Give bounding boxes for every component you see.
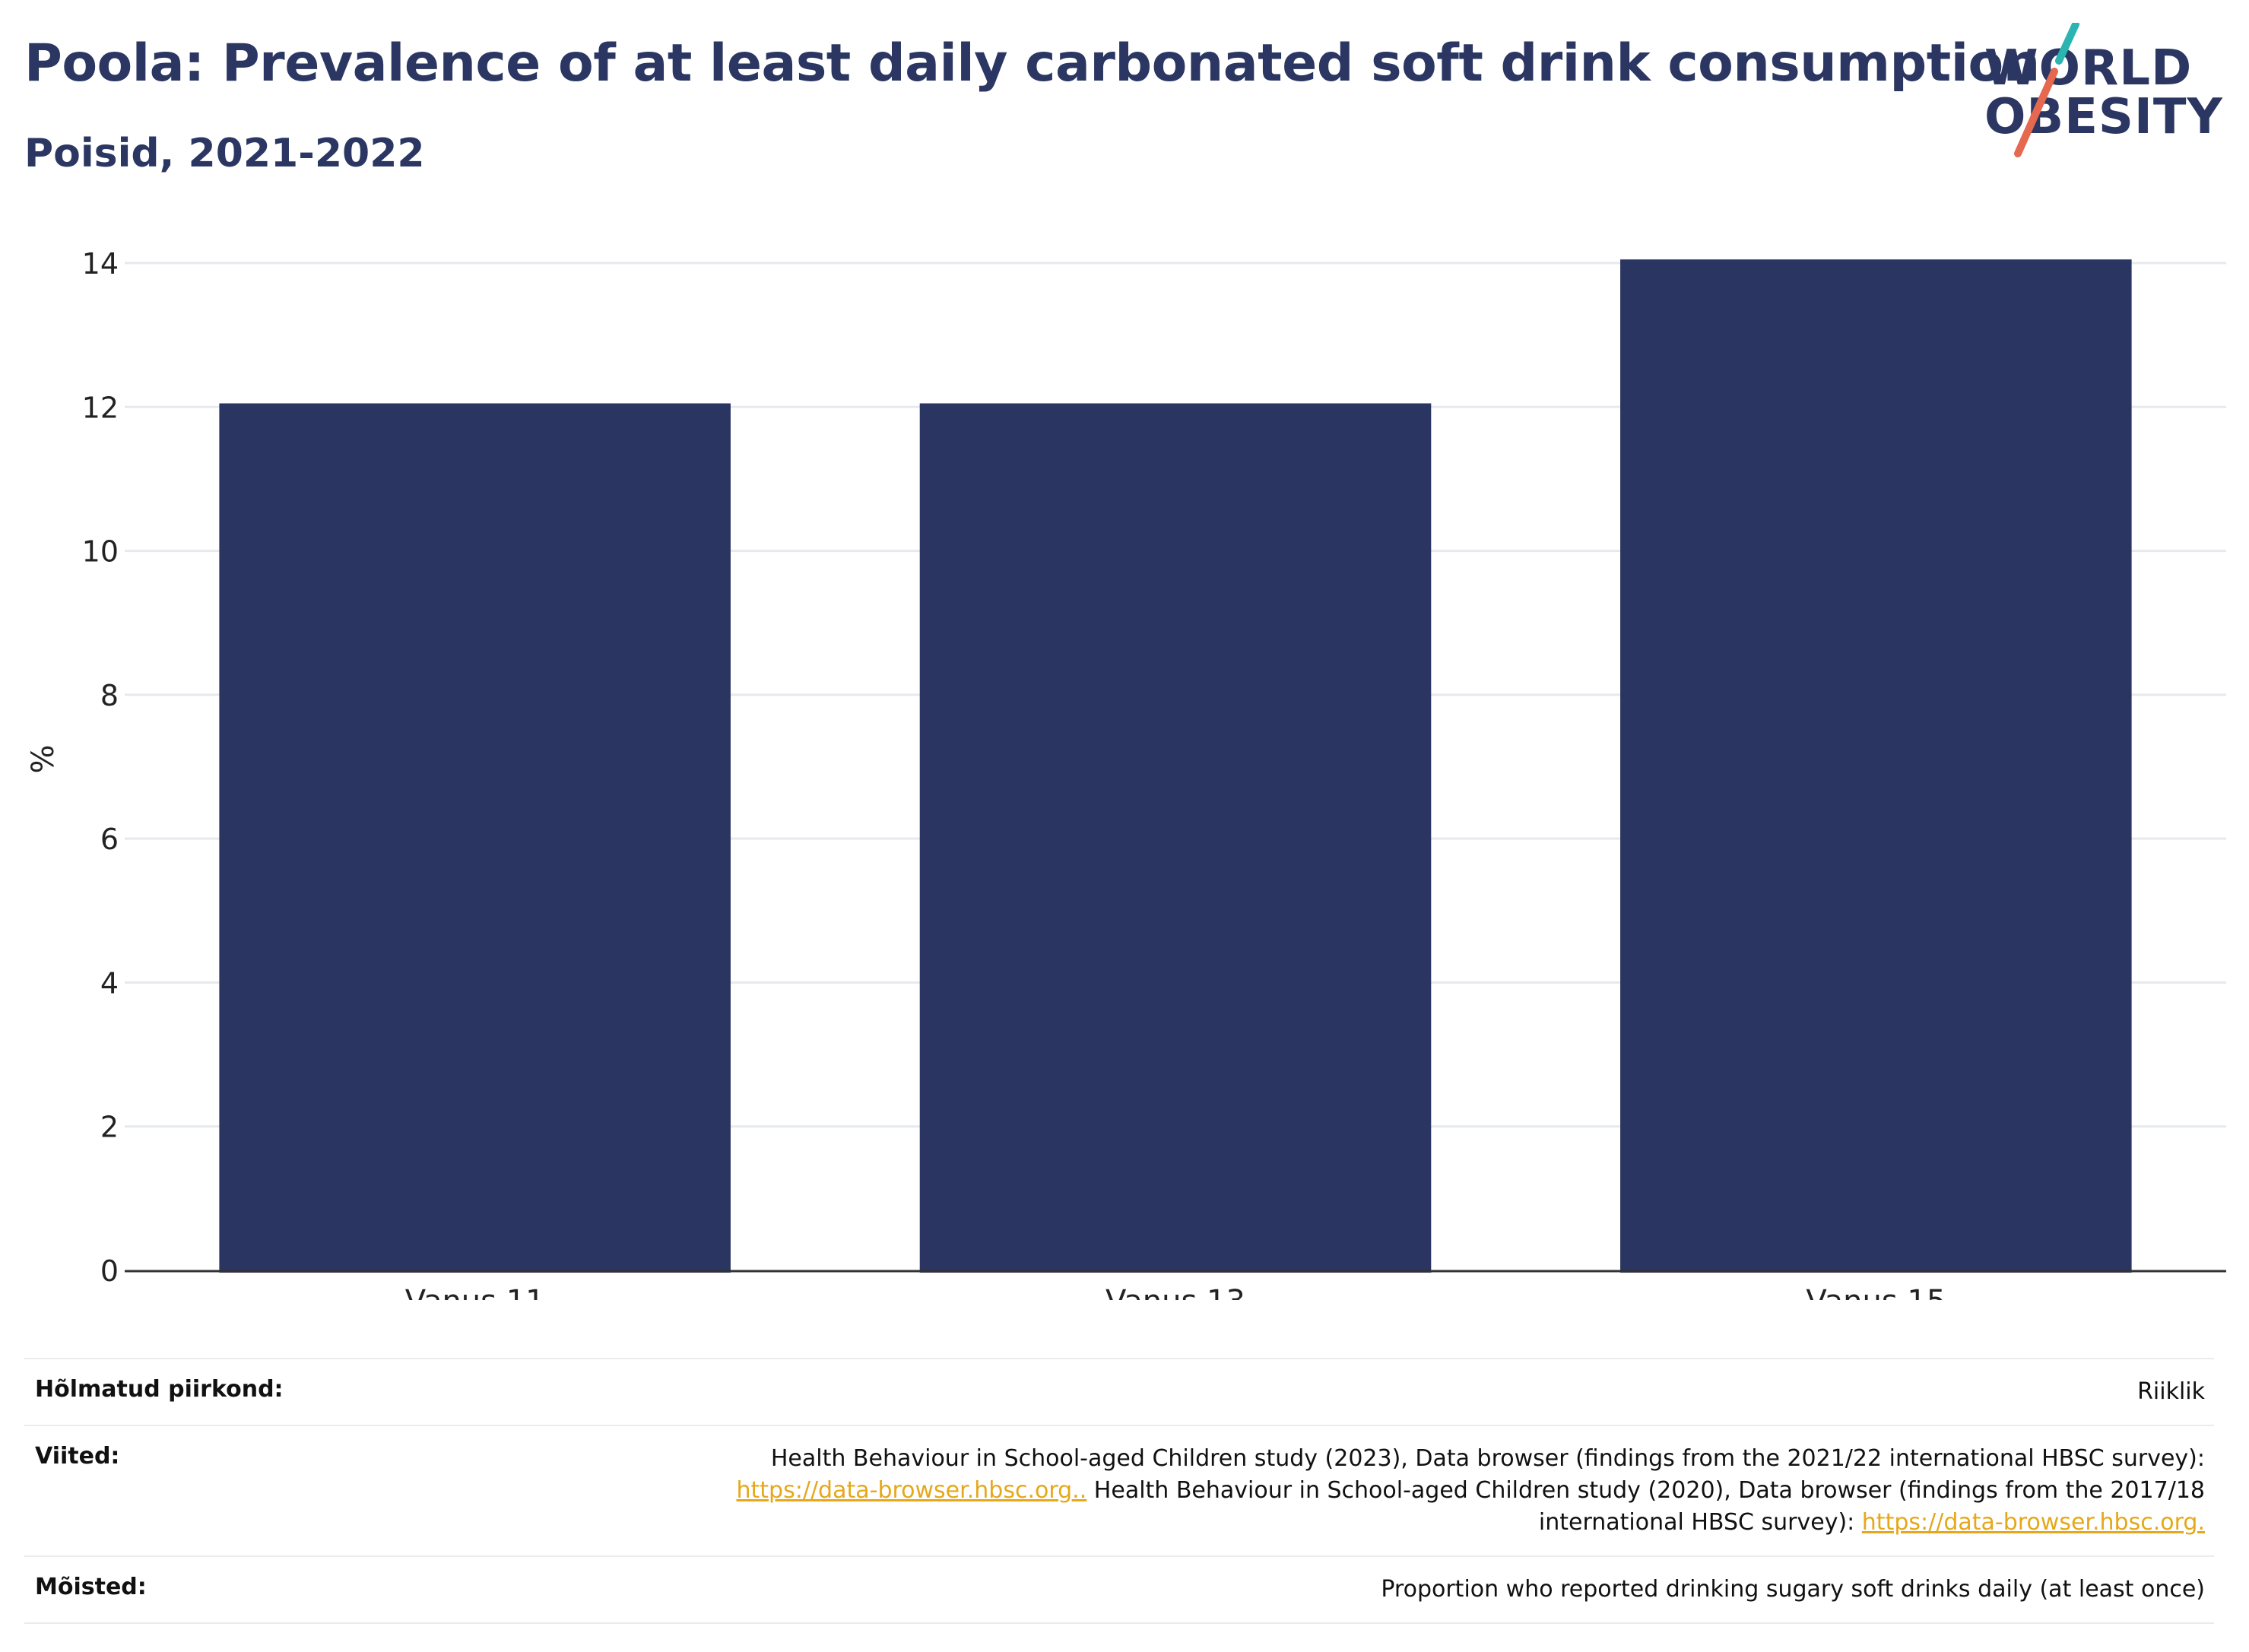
bar-vanus-11	[219, 403, 731, 1273]
bar-vanus-15	[1620, 259, 2132, 1273]
region-value: Riiklik	[2137, 1378, 2205, 1405]
footer-row-region: Hõlmatud piirkond: Riiklik	[24, 1358, 2214, 1425]
references-link-1[interactable]: https://data-browser.hbsc.org..	[736, 1477, 1087, 1504]
references-text-3: international HBSC survey):	[1538, 1509, 1862, 1536]
chart-subtitle: Poisid, 2021-2022	[24, 131, 425, 176]
y-tick-label: 0	[100, 1254, 119, 1288]
y-tick-label: 14	[82, 247, 119, 281]
x-tick-label: Vanus 11	[405, 1284, 545, 1300]
logo-slash-icon	[2014, 23, 2079, 157]
bars	[219, 259, 2132, 1273]
y-tick-label: 6	[100, 823, 119, 856]
y-tick-label: 8	[100, 679, 119, 712]
references-text-2: Health Behaviour in School-aged Children…	[1086, 1477, 2205, 1504]
y-tick-label: 12	[82, 391, 119, 424]
y-tick-label: 2	[100, 1111, 119, 1144]
y-tick-label: 4	[100, 966, 119, 1000]
footer-row-references: Viited: Health Behaviour in School-aged …	[24, 1425, 2214, 1555]
bar-vanus-13	[919, 403, 1432, 1273]
x-tick-label: Vanus 13	[1105, 1284, 1245, 1300]
references-label: Viited:	[35, 1443, 120, 1470]
footer-row-definitions: Mõisted: Proportion who reported drinkin…	[24, 1555, 2214, 1624]
references-link-2[interactable]: https://data-browser.hbsc.org.	[1861, 1509, 2205, 1536]
axes: 0 2 4 6 8 10 12 14 Vanus 11 Vanus 13 Vanus 15	[82, 247, 2226, 1300]
references-value: Health Behaviour in School-aged Children…	[737, 1443, 2205, 1539]
world-obesity-logo: WORLD OBESITY	[1984, 23, 2235, 160]
bar-chart: 0 2 4 6 8 10 12 14 Vanus 11 Vanus 13 Vanus 15 %	[26, 247, 2226, 1300]
region-label: Hõlmatud piirkond:	[35, 1376, 284, 1403]
chart-footer: Hõlmatud piirkond: Riiklik Viited: Healt…	[24, 1358, 2214, 1624]
logo-line-1: WORLD	[1984, 40, 2193, 97]
definitions-value: Proportion who reported drinking sugary …	[1381, 1576, 2205, 1603]
x-tick-label: Vanus 15	[1806, 1284, 1946, 1300]
y-axis-label: %	[26, 744, 61, 773]
y-tick-label: 10	[82, 535, 119, 569]
references-text-1: Health Behaviour in School-aged Children…	[770, 1445, 2205, 1472]
definitions-label: Mõisted:	[35, 1574, 147, 1600]
chart-title: Poola: Prevalence of at least daily carb…	[24, 33, 2040, 94]
